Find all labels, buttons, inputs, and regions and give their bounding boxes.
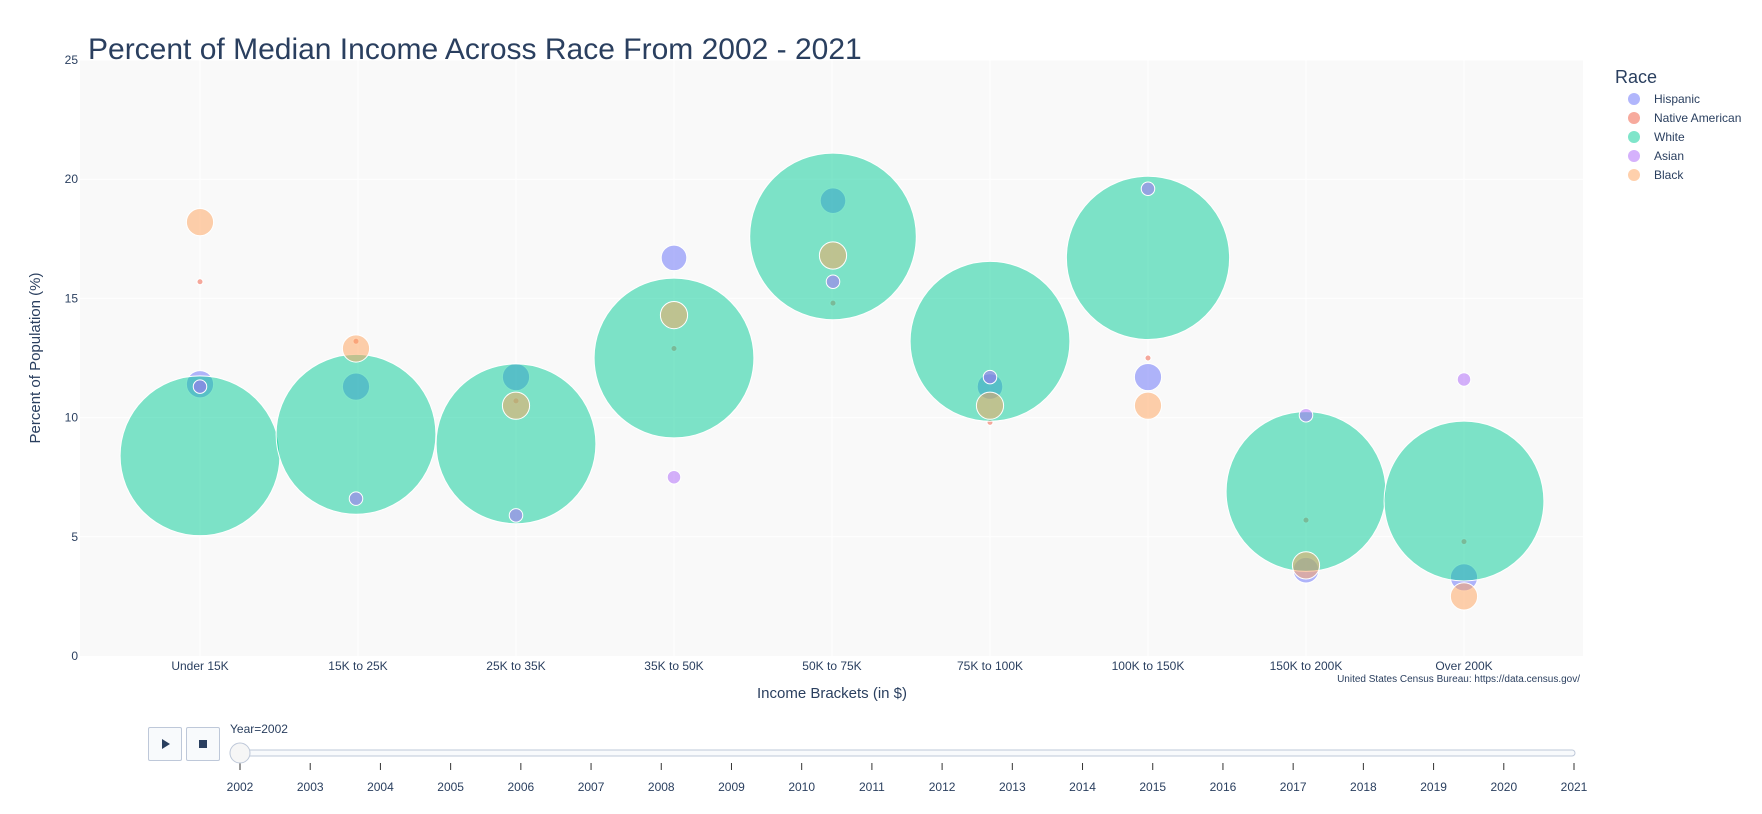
bubble-asian[interactable] xyxy=(1456,372,1472,387)
x-tick-label: 35K to 50K xyxy=(644,659,703,673)
bubble-white[interactable] xyxy=(1383,420,1545,582)
legend: Race Hispanic Native American White Asian Bl… xyxy=(1615,67,1741,182)
slider-ticks: 2002 2003 2004 2005 2006 2007 2008 2009 2010 2011… xyxy=(227,763,1588,794)
y-tick-label: 20 xyxy=(65,172,79,186)
slider-year-label[interactable]: 2006 xyxy=(507,780,534,794)
slider-year-label[interactable]: 2013 xyxy=(999,780,1026,794)
y-tick-label: 5 xyxy=(71,530,78,544)
slider-year-label[interactable]: 2017 xyxy=(1280,780,1307,794)
slider-year-label[interactable]: 2019 xyxy=(1420,780,1447,794)
source-annotation[interactable]: United States Census Bureau: https://dat… xyxy=(1337,674,1580,685)
slider-rail[interactable] xyxy=(229,749,1576,757)
bubble-black[interactable] xyxy=(501,391,531,420)
bubble-white[interactable] xyxy=(593,277,755,439)
bubble-white[interactable] xyxy=(909,260,1071,422)
bubble-asian[interactable] xyxy=(508,508,524,523)
year-slider[interactable]: Year=2002 2002 2003 2004 2005 2006 2007 2008 20… xyxy=(227,722,1588,794)
slider-year-label[interactable]: 2015 xyxy=(1139,780,1166,794)
bubble-native-american[interactable] xyxy=(196,278,204,286)
legend-marker[interactable] xyxy=(1628,112,1640,124)
slider-year-label[interactable]: 2003 xyxy=(297,780,324,794)
slider-year-label[interactable]: 2020 xyxy=(1490,780,1517,794)
bubble-white[interactable] xyxy=(435,363,597,525)
slider-year-label[interactable]: 2011 xyxy=(859,780,885,794)
bubble-white[interactable] xyxy=(1225,411,1387,572)
bubble-white[interactable] xyxy=(1065,175,1231,340)
chart-title: Percent of Median Income Across Race Fro… xyxy=(88,33,862,66)
play-button[interactable] xyxy=(148,727,182,761)
x-tick-label: 75K to 100K xyxy=(957,659,1023,673)
slider-year-label[interactable]: 2014 xyxy=(1069,780,1096,794)
bubble-white[interactable] xyxy=(749,152,917,321)
bubble-asian[interactable] xyxy=(982,369,998,385)
legend-items: Hispanic Native American White Asian Black xyxy=(1628,92,1741,182)
bubble-native-american[interactable] xyxy=(1144,354,1152,362)
y-tick-labels: 0 5 10 15 20 25 xyxy=(65,53,79,663)
bubble-black[interactable] xyxy=(1449,582,1479,611)
bubble-hispanic[interactable] xyxy=(660,244,688,272)
bubble-black[interactable] xyxy=(185,208,215,237)
legend-label[interactable]: Black xyxy=(1654,168,1684,182)
bubble-black[interactable] xyxy=(818,241,848,270)
y-axis-label: Percent of Population (%) xyxy=(27,273,44,444)
slider-year-label[interactable]: 2008 xyxy=(648,780,675,794)
stop-icon xyxy=(199,740,207,748)
bubble-asian[interactable] xyxy=(666,469,682,485)
y-tick-label: 15 xyxy=(65,291,79,305)
bubble-markers xyxy=(119,152,1545,611)
x-tick-label: 150K to 200K xyxy=(1270,659,1343,673)
legend-marker[interactable] xyxy=(1628,93,1640,105)
x-tick-label: 100K to 150K xyxy=(1112,659,1185,673)
bubble-white[interactable] xyxy=(119,375,281,537)
slider-year-label[interactable]: 2016 xyxy=(1210,780,1237,794)
bubble-black[interactable] xyxy=(1291,551,1321,580)
slider-handle[interactable] xyxy=(229,742,251,764)
y-tick-label: 10 xyxy=(65,411,79,425)
legend-marker[interactable] xyxy=(1628,131,1640,143)
x-tick-label: 50K to 75K xyxy=(802,659,861,673)
slider-year-label[interactable]: 2010 xyxy=(788,780,815,794)
legend-marker[interactable] xyxy=(1628,150,1640,162)
slider-year-label[interactable]: 2009 xyxy=(718,780,745,794)
legend-title: Race xyxy=(1615,67,1657,87)
slider-current-value: Year=2002 xyxy=(230,722,288,736)
slider-year-label[interactable]: 2004 xyxy=(367,780,394,794)
play-icon xyxy=(162,739,170,749)
legend-label[interactable]: Native American xyxy=(1654,111,1741,125)
bubble-asian[interactable] xyxy=(348,491,364,506)
bubble-asian[interactable] xyxy=(1140,181,1156,196)
x-tick-label: Under 15K xyxy=(171,659,228,673)
x-tick-labels: Under 15K 15K to 25K 25K to 35K 35K to 50K 5… xyxy=(171,659,1492,673)
bubble-black[interactable] xyxy=(659,300,689,330)
slider-year-label[interactable]: 2002 xyxy=(227,780,254,794)
x-tick-label: 15K to 25K xyxy=(328,659,387,673)
bubble-asian[interactable] xyxy=(192,379,208,394)
x-tick-label: Over 200K xyxy=(1435,659,1492,673)
bubble-asian[interactable] xyxy=(825,274,841,289)
slider-year-label[interactable]: 2005 xyxy=(437,780,464,794)
bubble-asian[interactable] xyxy=(1298,407,1314,423)
x-axis-label: Income Brackets (in $) xyxy=(757,685,907,702)
legend-label[interactable]: White xyxy=(1654,130,1685,144)
slider-year-label[interactable]: 2018 xyxy=(1350,780,1377,794)
legend-marker[interactable] xyxy=(1628,169,1640,181)
legend-label[interactable]: Asian xyxy=(1654,149,1684,163)
x-tick-label: 25K to 35K xyxy=(486,659,545,673)
bubble-white[interactable] xyxy=(275,353,437,515)
bubble-hispanic[interactable] xyxy=(1133,362,1163,392)
bubble-black[interactable] xyxy=(975,391,1005,420)
legend-label[interactable]: Hispanic xyxy=(1654,92,1700,106)
slider-year-label[interactable]: 2012 xyxy=(929,780,956,794)
y-tick-label: 0 xyxy=(71,649,78,663)
bubble-black[interactable] xyxy=(341,334,371,363)
stop-button[interactable] xyxy=(186,727,220,761)
y-tick-label: 25 xyxy=(65,53,79,67)
slider-year-label[interactable]: 2021 xyxy=(1561,780,1588,794)
bubble-black[interactable] xyxy=(1133,391,1163,420)
slider-year-label[interactable]: 2007 xyxy=(578,780,605,794)
